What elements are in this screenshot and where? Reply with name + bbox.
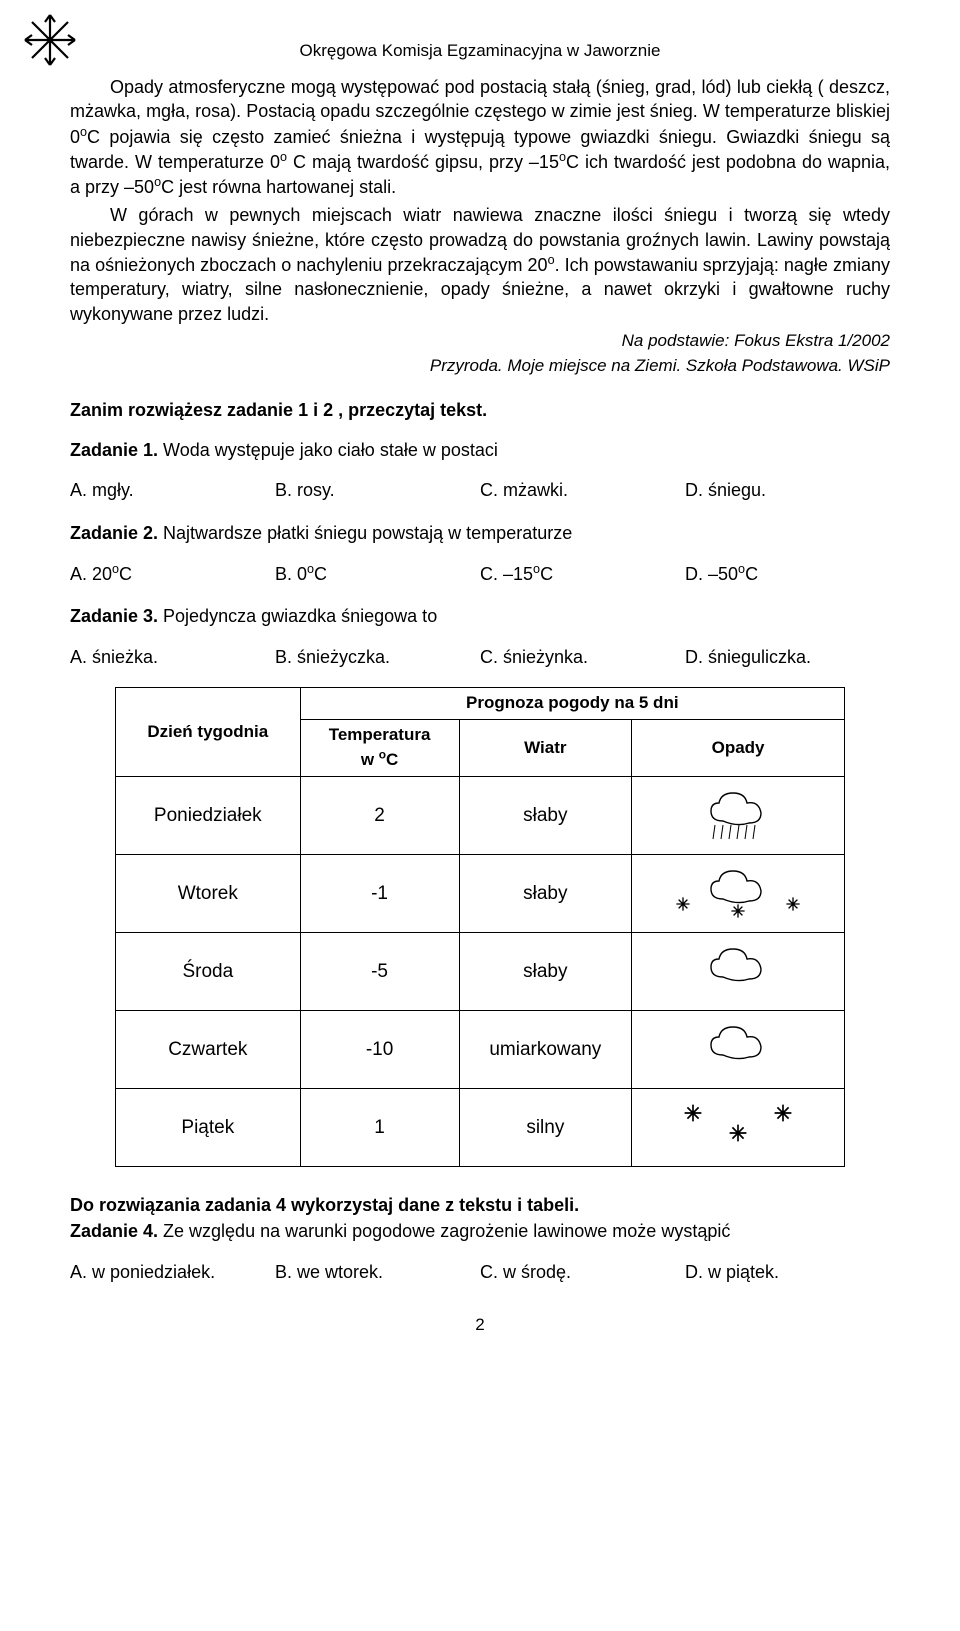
cell-wind: silny — [459, 1089, 632, 1167]
cell-wind: słaby — [459, 933, 632, 1011]
task-4-option-d: D. w piątek. — [685, 1260, 890, 1284]
cell-weather-icon — [632, 855, 845, 933]
task-4-option-c: C. w środę. — [480, 1260, 685, 1284]
cell-temp: -5 — [300, 933, 459, 1011]
cell-temp: -1 — [300, 855, 459, 933]
cell-temp: 1 — [300, 1089, 459, 1167]
table-title: Prognoza pogody na 5 dni — [300, 687, 844, 719]
task-4-options: A. w poniedziałek. B. we wtorek. C. w śr… — [70, 1260, 890, 1284]
cell-temp: 2 — [300, 777, 459, 855]
task-4-option-b: B. we wtorek. — [275, 1260, 480, 1284]
cell-day: Środa — [116, 933, 301, 1011]
task-3-label: Zadanie 3. — [70, 606, 158, 626]
task-1-question: Woda występuje jako ciało stałe w postac… — [158, 440, 498, 460]
task-1-label: Zadanie 1. — [70, 440, 158, 460]
task-1-option-a: A. mgły. — [70, 478, 275, 502]
cell-wind: słaby — [459, 777, 632, 855]
cell-temp: -10 — [300, 1011, 459, 1089]
task-2-option-a: A. 20oC — [70, 561, 275, 586]
task-4-question: Ze względu na warunki pogodowe zagrożeni… — [158, 1221, 730, 1241]
cell-weather-icon — [632, 1089, 845, 1167]
task-3-question: Pojedyncza gwiazdka śniegowa to — [158, 606, 437, 626]
task-1-option-c: C. mżawki. — [480, 478, 685, 502]
task-3-option-d: D. śnieguliczka. — [685, 645, 890, 669]
table-row: Wtorek-1słaby — [116, 855, 845, 933]
task-3-option-b: B. śnieżyczka. — [275, 645, 480, 669]
task-1-option-b: B. rosy. — [275, 478, 480, 502]
pre-task-instruction: Zanim rozwiążesz zadanie 1 i 2 , przeczy… — [70, 398, 890, 422]
task-2-option-b: B. 0oC — [275, 561, 480, 586]
task-2-options: A. 20oC B. 0oC C. –15oC D. –50oC — [70, 561, 890, 586]
header-text: Okręgowa Komisja Egzaminacyjna w Jaworzn… — [300, 41, 661, 60]
cell-day: Poniedziałek — [116, 777, 301, 855]
cell-weather-icon — [632, 777, 845, 855]
table-row: Poniedziałek2słaby — [116, 777, 845, 855]
cell-wind: umiarkowany — [459, 1011, 632, 1089]
page-number: 2 — [70, 1314, 890, 1337]
task-2-option-c: C. –15oC — [480, 561, 685, 586]
task-2-question: Najtwardsze płatki śniegu powstają w tem… — [158, 523, 572, 543]
task-4-pre: Do rozwiązania zadania 4 wykorzystaj dan… — [70, 1193, 890, 1217]
task-3-option-c: C. śnieżynka. — [480, 645, 685, 669]
cell-day: Piątek — [116, 1089, 301, 1167]
task-4-label: Zadanie 4. — [70, 1221, 158, 1241]
task-3: Zadanie 3. Pojedyncza gwiazdka śniegowa … — [70, 604, 890, 628]
source-1: Na podstawie: Fokus Ekstra 1/2002 — [70, 330, 890, 353]
task-1: Zadanie 1. Woda występuje jako ciało sta… — [70, 438, 890, 462]
paragraph-1: Opady atmosferyczne mogą występować pod … — [70, 75, 890, 199]
cell-weather-icon — [632, 933, 845, 1011]
table-row: Środa-5słaby — [116, 933, 845, 1011]
cell-weather-icon — [632, 1011, 845, 1089]
task-4-option-a: A. w poniedziałek. — [70, 1260, 275, 1284]
table-row: Piątek1silny — [116, 1089, 845, 1167]
weather-table: Dzień tygodnia Prognoza pogody na 5 dni … — [115, 687, 845, 1167]
cell-day: Wtorek — [116, 855, 301, 933]
task-1-options: A. mgły. B. rosy. C. mżawki. D. śniegu. — [70, 478, 890, 502]
task-2-option-d: D. –50oC — [685, 561, 890, 586]
page-header: Okręgowa Komisja Egzaminacyjna w Jaworzn… — [70, 40, 890, 63]
task-2: Zadanie 2. Najtwardsze płatki śniegu pow… — [70, 521, 890, 545]
table-row: Czwartek-10umiarkowany — [116, 1011, 845, 1089]
cell-day: Czwartek — [116, 1011, 301, 1089]
task-1-option-d: D. śniegu. — [685, 478, 890, 502]
col-day: Dzień tygodnia — [116, 687, 301, 776]
source-2: Przyroda. Moje miejsce na Ziemi. Szkoła … — [70, 355, 890, 378]
task-4: Zadanie 4. Ze względu na warunki pogodow… — [70, 1219, 890, 1243]
col-wind: Wiatr — [459, 719, 632, 777]
task-3-options: A. śnieżka. B. śnieżyczka. C. śnieżynka.… — [70, 645, 890, 669]
cell-wind: słaby — [459, 855, 632, 933]
snowflake-logo-icon — [20, 10, 80, 77]
col-temp: Temperaturaw oC — [300, 719, 459, 777]
col-opady: Opady — [632, 719, 845, 777]
paragraph-2: W górach w pewnych miejscach wiatr nawie… — [70, 203, 890, 325]
task-2-label: Zadanie 2. — [70, 523, 158, 543]
task-3-option-a: A. śnieżka. — [70, 645, 275, 669]
